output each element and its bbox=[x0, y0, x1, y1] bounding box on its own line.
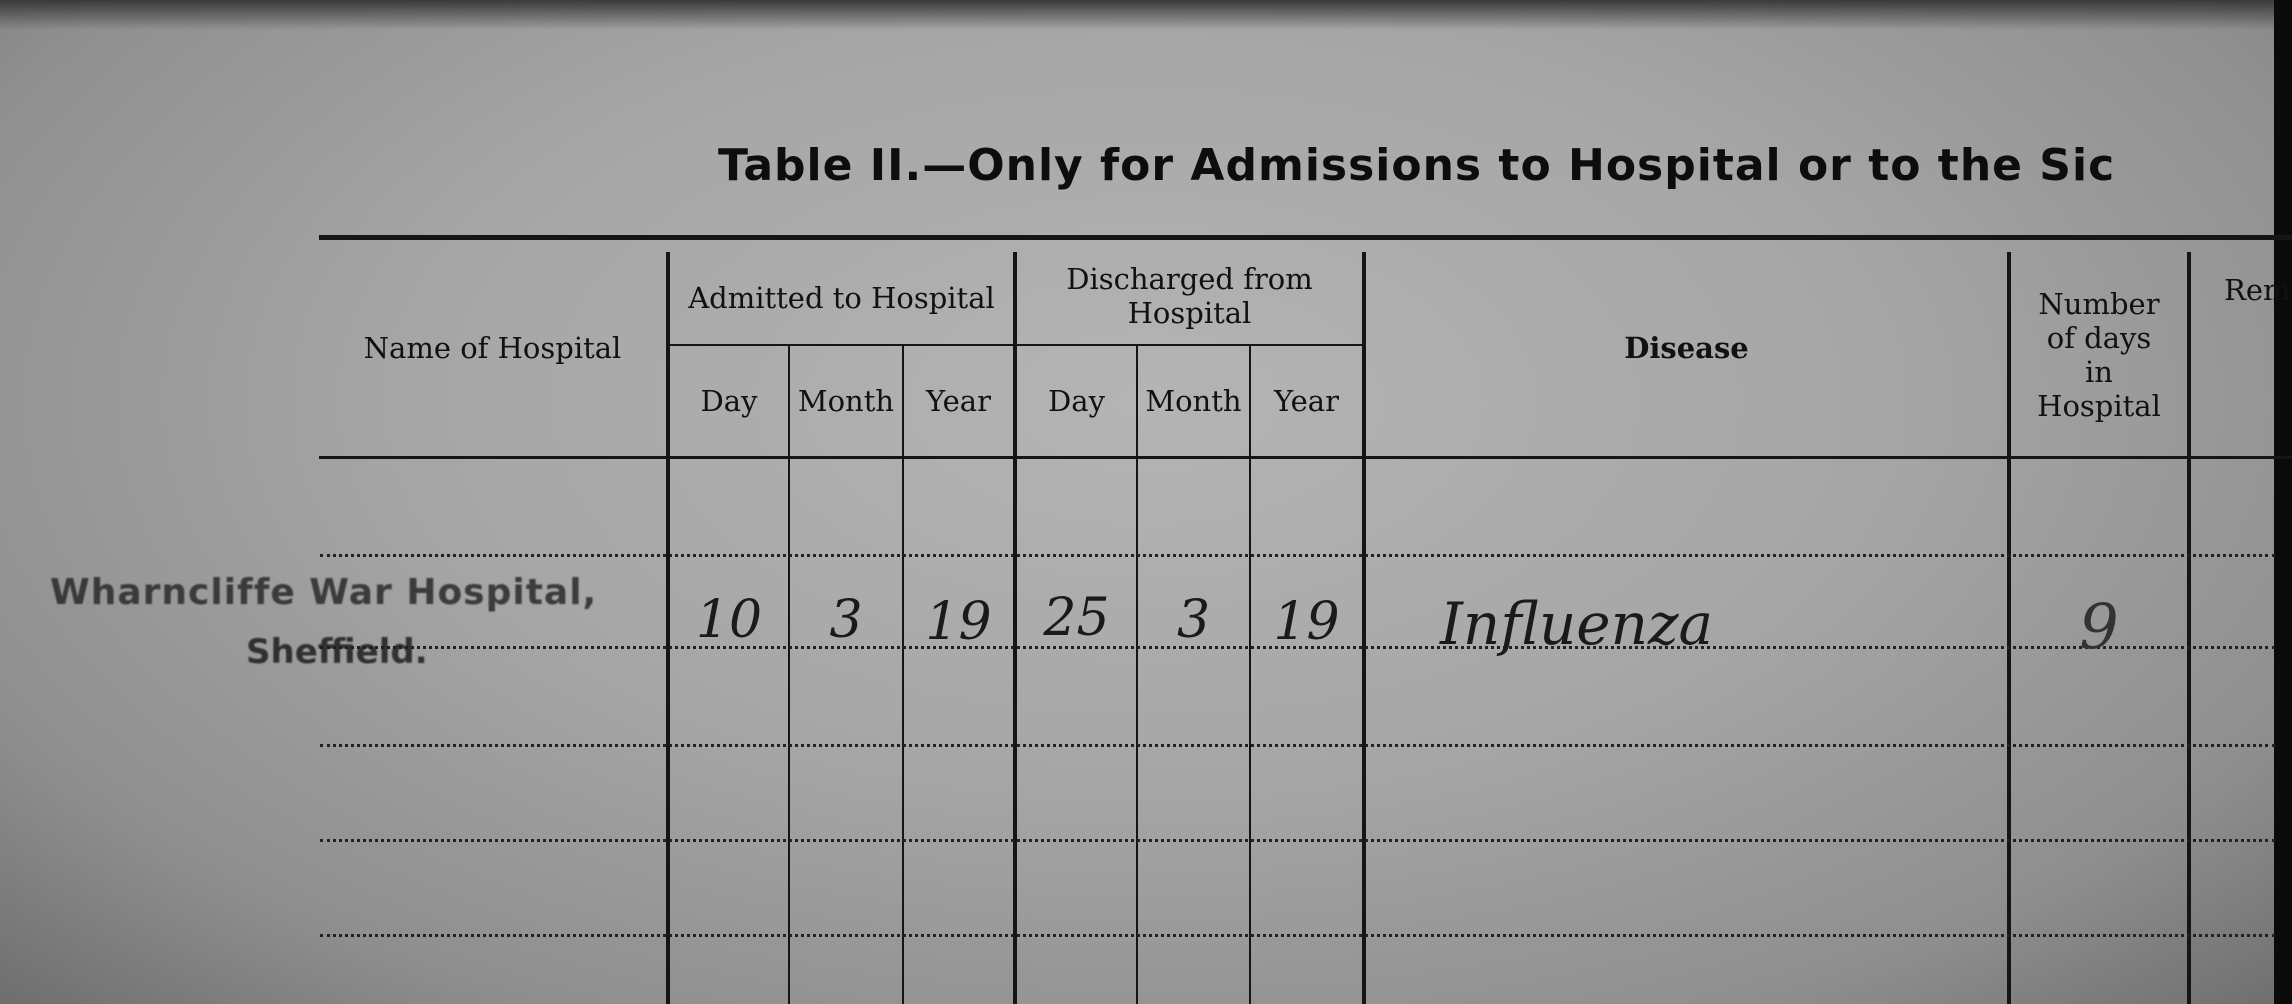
admitted-year-value: 19 bbox=[925, 592, 992, 652]
col-divider bbox=[1362, 252, 1366, 1004]
discharged-day-value: 25 bbox=[1043, 588, 1110, 648]
admitted-day-value: 10 bbox=[695, 590, 763, 650]
col-divider bbox=[2007, 252, 2011, 1004]
header-discharged-month: Month bbox=[1145, 384, 1242, 418]
header-bottom-rule bbox=[319, 456, 2292, 459]
col-divider bbox=[902, 346, 904, 1004]
discharged-subheader-rule bbox=[1016, 344, 1364, 346]
header-admitted-day: Day bbox=[700, 384, 758, 418]
col-divider bbox=[666, 252, 670, 1004]
page-edge bbox=[2274, 0, 2292, 1004]
header-name-of-hospital: Name of Hospital bbox=[363, 331, 622, 365]
scan-shadow bbox=[0, 0, 2292, 30]
header-number-of-days: Number of days in Hospital bbox=[2037, 287, 2161, 423]
row-line bbox=[320, 646, 2275, 649]
col-divider bbox=[788, 346, 790, 1004]
col-divider bbox=[2187, 252, 2191, 1004]
header-admitted-month: Month bbox=[797, 384, 895, 418]
header-discharged-day: Day bbox=[1048, 384, 1105, 418]
disease-value: Influenza bbox=[1440, 590, 1714, 658]
header-disease: Disease bbox=[1624, 331, 1749, 365]
row-line bbox=[320, 839, 2275, 842]
col-divider bbox=[1249, 346, 1251, 1004]
hospital-stamp-line2: Sheffield. bbox=[246, 632, 428, 672]
admitted-month-value: 3 bbox=[829, 590, 863, 650]
table-title: Table II.—Only for Admissions to Hospita… bbox=[718, 140, 2116, 191]
days-in-hospital-value: 9 bbox=[2079, 590, 2119, 663]
table-top-rule bbox=[319, 235, 2292, 240]
header-admitted-year: Year bbox=[926, 384, 991, 418]
discharged-month-value: 3 bbox=[1176, 590, 1211, 650]
col-divider bbox=[1013, 252, 1017, 1004]
discharged-year-value: 19 bbox=[1273, 592, 1340, 652]
row-line bbox=[320, 744, 2275, 747]
header-admitted: Admitted to Hospital bbox=[688, 281, 995, 315]
row-line bbox=[320, 934, 2275, 937]
header-discharged: Discharged from Hospital bbox=[1066, 262, 1313, 330]
header-discharged-year: Year bbox=[1274, 384, 1339, 418]
row-line bbox=[320, 554, 2275, 557]
header-remarks: Rem bbox=[2224, 273, 2291, 307]
hospital-stamp-line1: Wharncliffe War Hospital, bbox=[50, 572, 598, 613]
admitted-subheader-rule bbox=[668, 344, 1016, 346]
col-divider bbox=[1136, 346, 1138, 1004]
